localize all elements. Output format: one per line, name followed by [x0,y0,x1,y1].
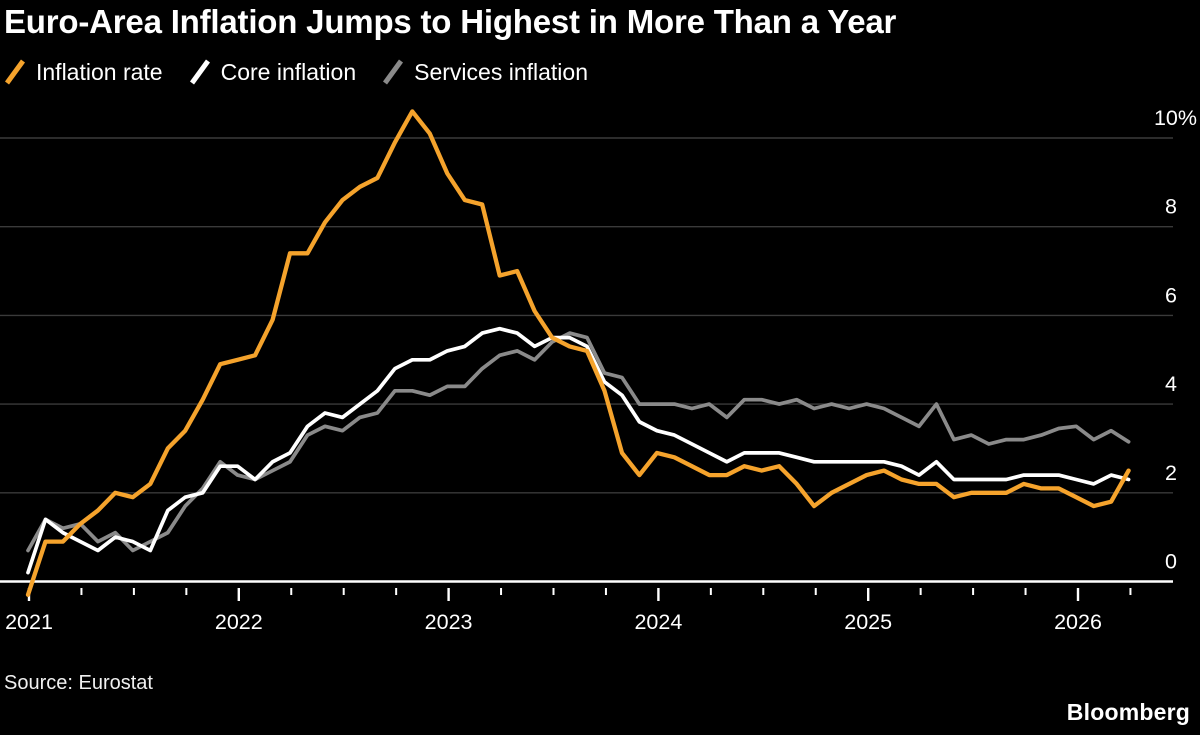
chart-legend: Inflation rate Core inflation Services i… [4,58,588,86]
slash-swatch-icon [383,59,404,85]
x-axis-tick-label: 2025 [844,610,892,634]
source-label: Source: Eurostat [4,672,153,694]
legend-label: Core inflation [220,58,357,85]
series-line-core-inflation [26,326,1131,575]
legend-item-services-inflation: Services inflation [382,58,588,86]
page-title: Euro-Area Inflation Jumps to Highest in … [4,3,897,40]
x-axis-tick-label: 2021 [5,610,53,634]
y-axis-tick-label: 10% [1154,106,1197,130]
x-axis-tick-label: 2026 [1054,610,1102,634]
series-line-services-inflation [26,331,1131,553]
y-axis-tick-label: 0 [1165,550,1177,574]
legend-label: Services inflation [414,58,588,85]
legend-item-inflation-rate: Inflation rate [4,58,163,86]
bloomberg-logo: Bloomberg [1066,699,1190,725]
y-axis-tick-label: 2 [1165,461,1177,485]
y-axis-tick-label: 6 [1165,283,1177,307]
y-axis-tick-label: 4 [1165,372,1177,396]
slash-swatch-icon [189,59,210,85]
x-axis-tick-label: 2023 [425,610,473,634]
series-line-inflation-rate [25,109,1131,597]
legend-item-core-inflation: Core inflation [189,58,357,86]
x-axis-tick-label: 2024 [634,610,682,634]
legend-label: Inflation rate [36,58,163,85]
x-axis-tick-label: 2022 [215,610,263,634]
y-axis-tick-label: 8 [1165,195,1177,219]
slash-swatch-icon [4,59,26,85]
